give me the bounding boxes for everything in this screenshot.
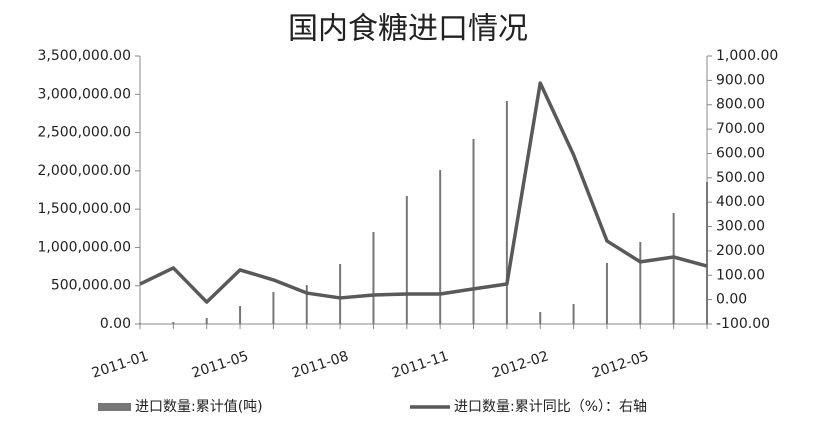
bar (472, 139, 475, 324)
bar (372, 232, 375, 324)
y2-tick-label: 300.00 (716, 219, 765, 235)
line (139, 81, 708, 304)
y-tick-label: 3,000,000.00 (37, 86, 131, 102)
bar (672, 212, 675, 324)
x-tick-label: 2011-11 (390, 348, 451, 381)
y2-tick-label: 600.00 (716, 145, 765, 161)
x-tick-label: 2011-01 (90, 348, 151, 381)
y-tick-label: 1,500,000.00 (37, 201, 131, 217)
bar (172, 322, 175, 324)
y-tick-label: 500,000.00 (51, 278, 131, 294)
x-tick-label: 2012-05 (590, 348, 651, 381)
y2-tick-label: 1,000.00 (716, 48, 778, 64)
legend-label: 进口数量:累计值(吨) (135, 399, 263, 415)
y2-tick-label: 700.00 (716, 121, 765, 137)
bar (439, 170, 442, 324)
y2-tick-label: 100.00 (716, 267, 765, 283)
y2-tick-label: 400.00 (716, 194, 765, 210)
y-tick-label: 3,500,000.00 (37, 48, 131, 64)
bar (639, 241, 642, 324)
y2-tick-label: 900.00 (716, 72, 765, 88)
chart-title: 国内食糖进口情况 (288, 12, 528, 47)
y-tick-label: 0.00 (100, 316, 131, 332)
bar (605, 262, 608, 324)
y-tick-label: 2,500,000.00 (37, 125, 131, 141)
bar (706, 181, 708, 324)
y2-tick-label: 0.00 (716, 292, 747, 308)
x-tick-label: 2012-02 (490, 348, 551, 381)
bar (339, 263, 342, 324)
bar (539, 311, 542, 324)
y2-tick-label: 800.00 (716, 97, 765, 113)
legend-label: 进口数量:累计同比（%）：右轴 (454, 399, 647, 415)
x-tick-label: 2011-05 (190, 348, 251, 381)
bar (205, 318, 208, 324)
y2-tick-label: -100.00 (716, 316, 770, 332)
legend-swatch (98, 403, 131, 411)
bar (139, 323, 141, 324)
y2-tick-label: 500.00 (716, 170, 765, 186)
y-tick-label: 1,000,000.00 (37, 239, 131, 255)
bar (405, 195, 408, 324)
x-tick-label: 2011-08 (290, 348, 351, 381)
y2-tick-label: 200.00 (716, 243, 765, 259)
bar (272, 291, 275, 324)
bar (505, 101, 508, 324)
bar (572, 304, 575, 324)
y-tick-label: 2,000,000.00 (37, 163, 131, 179)
bar (239, 306, 242, 324)
bar (305, 285, 308, 324)
